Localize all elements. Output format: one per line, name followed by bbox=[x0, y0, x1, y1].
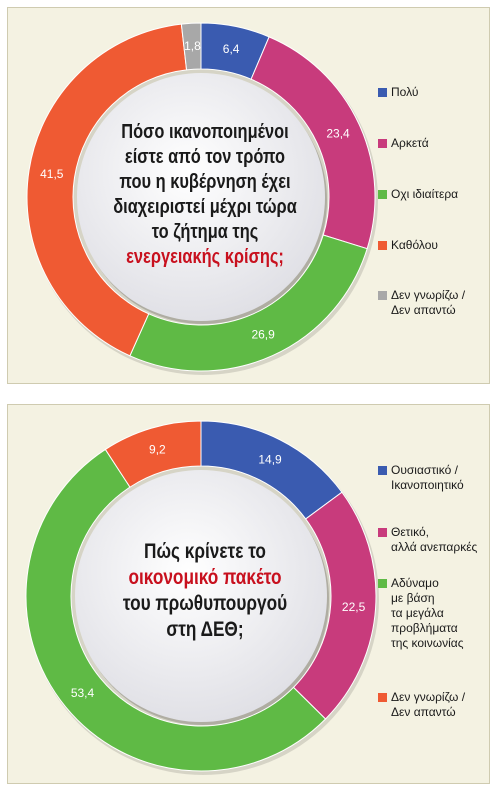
legend-swatch bbox=[378, 190, 387, 199]
legend-swatch bbox=[378, 241, 387, 250]
legend-label: Ουσιαστικό / Ικανοποιητικό bbox=[391, 463, 464, 492]
legend-swatch bbox=[378, 88, 387, 97]
legend-label: Πολύ bbox=[391, 85, 419, 99]
legend-label: Θετικό, αλλά ανεπαρκές bbox=[391, 525, 478, 554]
legend-label: Αδύναμο με βάση τα μεγάλα προβλήματα της… bbox=[391, 576, 464, 650]
question-highlight: ενεργειακής κρίσης; bbox=[126, 246, 284, 268]
question-economic: Πώς κρίνετε το οικονομικό πακέτο του πρω… bbox=[114, 539, 296, 643]
chart-panel-economic: 14,9 22,5 53,4 9,2 Πώς κρίνετε το οικονομικ… bbox=[7, 404, 490, 784]
donut-slice bbox=[104, 420, 202, 488]
donut-slice bbox=[26, 23, 188, 357]
legend-swatch bbox=[378, 466, 387, 475]
question-text: Πόσο ικανοποιημένοι είστε από τον τρόπο … bbox=[113, 121, 297, 243]
data-label: 26,9 bbox=[251, 328, 275, 342]
data-label: 22,5 bbox=[342, 600, 366, 614]
data-label: 23,4 bbox=[326, 127, 350, 141]
donut-chart-economic: 14,9 22,5 53,4 9,2 bbox=[25, 420, 379, 775]
data-label: 9,2 bbox=[149, 442, 166, 456]
donut-chart-energy: 6,4 23,4 26,9 41,5 1,8 bbox=[26, 22, 378, 375]
data-label: 6,4 bbox=[223, 42, 240, 56]
legend-swatch bbox=[378, 693, 387, 702]
legend-label: Αρκετά bbox=[391, 136, 429, 150]
question-highlight: οικονομικό πακέτο bbox=[128, 566, 282, 589]
question-text: Πώς κρίνετε το bbox=[144, 540, 266, 563]
donut-center bbox=[77, 73, 325, 321]
legend-swatch bbox=[378, 579, 387, 588]
legend-swatch bbox=[378, 528, 387, 537]
legend-swatch bbox=[378, 291, 387, 300]
data-label: 41,5 bbox=[40, 167, 64, 181]
legend-label: Καθόλου bbox=[391, 238, 438, 252]
donut-slice bbox=[25, 448, 327, 772]
legend-label: Δεν γνωρίζω / Δεν απαντώ bbox=[391, 690, 466, 719]
data-label: 53,4 bbox=[71, 686, 95, 700]
chart-panel-energy: 6,4 23,4 26,9 41,5 1,8 Πόσο ικανοποιημένοι ε… bbox=[7, 7, 490, 384]
question-energy: Πόσο ικανοποιημένοι είστε από τον τρόπο … bbox=[112, 120, 297, 270]
question-text-after: του πρωθυπουργού στη ΔΕΘ; bbox=[122, 592, 288, 641]
legend-label: Οχι ιδιαίτερα bbox=[391, 187, 459, 201]
data-label: 14,9 bbox=[258, 452, 282, 466]
legend-label: Δεν γνωρίζω / Δεν απαντώ bbox=[391, 288, 466, 317]
donut-slice bbox=[180, 22, 202, 71]
donut-center bbox=[75, 470, 327, 722]
data-label: 1,8 bbox=[184, 39, 201, 53]
legend-swatch bbox=[378, 139, 387, 148]
